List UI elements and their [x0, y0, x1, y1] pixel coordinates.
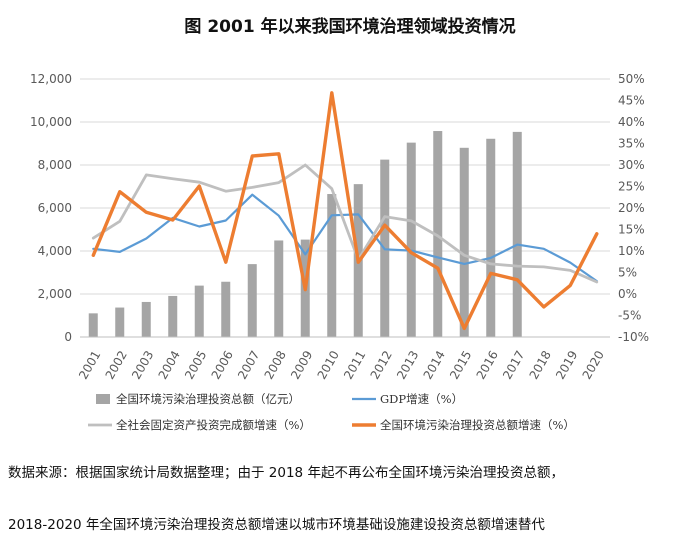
legend-label: 全社会固定资产投资完成额增速（%） — [116, 418, 311, 432]
gdp-growth-line — [92, 193, 598, 283]
bar — [194, 285, 204, 337]
bar — [459, 147, 469, 337]
bar — [274, 240, 284, 337]
y-left-tick-label: 0 — [64, 330, 72, 344]
bar — [221, 281, 231, 337]
y-right-tick-label: 25% — [618, 180, 645, 194]
x-tick-label: 2020 — [580, 348, 607, 381]
fixed-asset-growth-line — [91, 163, 599, 284]
bar — [327, 194, 337, 337]
y-left-tick-label: 2,000 — [38, 287, 72, 301]
legend-label: GDP增速（%） — [380, 392, 463, 406]
x-tick-label: 2008 — [262, 348, 289, 381]
env-investment-growth-line — [91, 91, 599, 331]
x-tick-label: 2017 — [500, 348, 527, 381]
bar — [406, 142, 416, 337]
source-note-line-1: 数据来源：根据国家统计局数据整理；由于 2018 年起不再公布全国环境污染治理投… — [8, 465, 564, 481]
x-tick-label: 2002 — [103, 348, 130, 381]
bar — [512, 131, 522, 337]
x-tick-label: 2015 — [447, 348, 474, 381]
y-right-tick-label: 50% — [618, 72, 645, 86]
y-right-tick-label: 40% — [618, 115, 645, 129]
y-left-tick-label: 6,000 — [38, 201, 72, 215]
y-right-tick-label: 0% — [618, 287, 637, 301]
x-tick-label: 2012 — [368, 348, 395, 381]
y-right-tick-label: 45% — [618, 94, 645, 108]
y-right-tick-label: 20% — [618, 201, 645, 215]
y-right-tick-label: 30% — [618, 158, 645, 172]
y-right-tick-label: 15% — [618, 223, 645, 237]
y-right-tick-label: 5% — [618, 266, 637, 280]
bar — [433, 131, 443, 337]
x-tick-label: 2005 — [182, 348, 209, 381]
y-left-tick-label: 10,000 — [30, 115, 72, 129]
legend-swatch-bar — [96, 394, 110, 404]
bar — [88, 313, 98, 337]
source-note-line-2: 2018-2020 年全国环境污染治理投资总额增速以城市环境基础设施建设投资总额… — [8, 517, 545, 533]
x-tick-label: 2013 — [394, 348, 421, 381]
bar — [247, 264, 257, 337]
x-tick-label: 2003 — [129, 348, 156, 381]
x-tick-label: 2010 — [315, 348, 342, 381]
x-tick-label: 2016 — [474, 348, 501, 381]
chart-title: 图 2001 年以来我国环境治理领域投资情况 — [184, 17, 516, 37]
y-right-tick-label: -10% — [618, 330, 649, 344]
bar — [115, 307, 125, 337]
bar — [168, 295, 178, 337]
x-tick-label: 2018 — [527, 348, 554, 381]
y-left-tick-label: 12,000 — [30, 72, 72, 86]
x-tick-label: 2001 — [76, 348, 103, 381]
y-left-tick-label: 4,000 — [38, 244, 72, 258]
x-tick-label: 2007 — [235, 348, 262, 381]
legend-label: 全国环境污染治理投资总额（亿元） — [116, 392, 300, 406]
x-tick-label: 2019 — [553, 348, 580, 381]
legend-label: 全国环境污染治理投资总额增速（%） — [380, 418, 575, 432]
y-right-tick-label: 10% — [618, 244, 645, 258]
x-tick-label: 2006 — [209, 348, 236, 381]
y-right-tick-label: -5% — [618, 309, 641, 323]
y-left-tick-label: 8,000 — [38, 158, 72, 172]
bar — [141, 301, 151, 337]
y-right-tick-label: 35% — [618, 137, 645, 151]
x-tick-label: 2009 — [288, 348, 315, 381]
x-tick-label: 2014 — [421, 348, 448, 381]
x-tick-label: 2011 — [341, 348, 368, 381]
bar — [486, 138, 496, 337]
investment-chart: 0 2,000 4,000 6,000 8,000 10,000 12,000 -10% -5%… — [30, 72, 649, 432]
x-tick-label: 2004 — [156, 348, 183, 381]
